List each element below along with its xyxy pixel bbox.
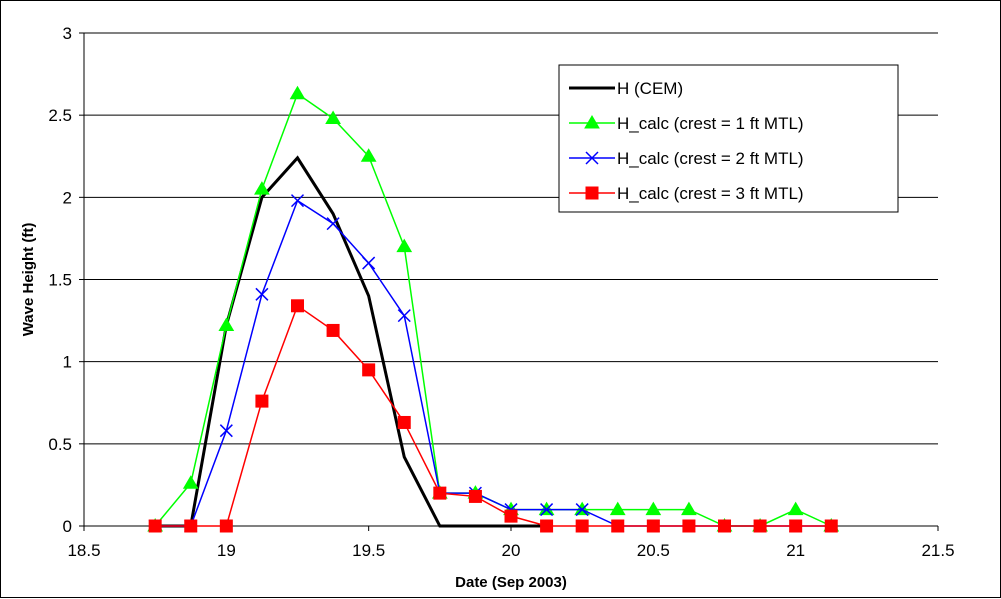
square-marker <box>255 394 269 408</box>
y-tick-label: 0.5 <box>48 435 72 454</box>
legend-item: H_calc (crest = 2 ft MTL) <box>569 149 804 168</box>
triangle-marker <box>396 238 413 253</box>
square-marker <box>646 519 660 533</box>
y-axis-title: Wave Height (ft) <box>20 223 37 337</box>
square-marker <box>468 489 482 503</box>
x-tick-label: 18.5 <box>67 541 100 560</box>
x-marker-stroke <box>575 503 589 517</box>
legend-label: H_calc (crest = 3 ft MTL) <box>617 184 804 203</box>
square-marker <box>682 519 696 533</box>
square-marker <box>585 186 599 200</box>
x-tick-label: 20 <box>502 541 521 560</box>
square-marker <box>753 519 767 533</box>
square-marker <box>326 323 340 337</box>
tick-labels: 0 0.5 1 1.5 2 2.5 3 18.5 19 19.5 20 20.5 21 21.5 <box>48 24 954 560</box>
triangle-marker <box>360 148 377 162</box>
x-marker <box>540 503 554 517</box>
x-marker <box>290 194 305 208</box>
legend-item: H_calc (crest = 3 ft MTL) <box>569 184 804 203</box>
triangle-marker <box>182 475 199 489</box>
triangle-marker <box>218 317 235 332</box>
triangle-marker <box>325 110 341 124</box>
legend: H (CEM) H_calc (crest = 1 ft MTL) H_calc (… <box>558 64 899 213</box>
square-marker <box>362 363 376 377</box>
y-tick-label: 2.5 <box>48 106 72 125</box>
x-axis-title: Date (Sep 2003) <box>455 574 567 591</box>
square-marker <box>291 299 304 313</box>
series-4 <box>148 299 838 533</box>
square-marker <box>184 519 198 533</box>
square-marker <box>575 519 589 533</box>
triangle-marker <box>254 181 270 195</box>
x-marker <box>255 287 269 301</box>
triangle-marker <box>681 501 697 516</box>
series-line <box>155 199 832 527</box>
legend-item: H_calc (crest = 1 ft MTL) <box>569 114 804 133</box>
legend-box <box>558 64 899 213</box>
square-marker <box>433 486 447 500</box>
triangle-marker <box>609 501 626 516</box>
x-marker-stroke <box>255 287 269 301</box>
legend-item: H (CEM) <box>569 79 683 98</box>
square-marker <box>789 519 803 533</box>
x-marker-stroke <box>326 217 340 231</box>
series-1 <box>155 155 547 528</box>
square-marker <box>824 519 838 533</box>
x-marker <box>362 256 376 270</box>
series-line <box>155 304 832 527</box>
x-tick-label: 21 <box>786 541 805 560</box>
y-tick-label: 2 <box>63 188 72 207</box>
square-marker <box>540 519 554 533</box>
x-tick-label: 19 <box>217 541 236 560</box>
gridlines <box>84 32 938 445</box>
y-tick-label: 3 <box>63 24 72 43</box>
x-marker-stroke <box>397 309 411 323</box>
square-marker <box>219 519 233 533</box>
x-marker <box>219 424 233 438</box>
x-marker-stroke <box>290 194 305 208</box>
x-marker <box>575 503 589 517</box>
triangle-marker <box>787 501 804 516</box>
x-tick-label: 21.5 <box>921 541 954 560</box>
legend-label: H_calc (crest = 2 ft MTL) <box>617 149 804 168</box>
x-marker-stroke <box>219 424 233 438</box>
x-marker <box>326 217 340 231</box>
x-marker-stroke <box>585 151 599 165</box>
y-tick-label: 1.5 <box>48 271 72 290</box>
legend-label: H_calc (crest = 1 ft MTL) <box>617 114 804 133</box>
square-marker <box>148 519 162 533</box>
triangle-marker <box>584 115 600 129</box>
triangle-marker <box>645 501 662 516</box>
square-marker <box>504 509 518 523</box>
legend-label: H (CEM) <box>617 79 683 98</box>
x-marker <box>585 151 599 165</box>
triangle-marker <box>289 85 306 100</box>
y-tick-label: 0 <box>63 517 72 536</box>
x-marker <box>397 309 411 323</box>
series-3 <box>148 194 838 533</box>
square-marker <box>718 519 731 533</box>
square-marker <box>611 519 625 533</box>
series-line <box>155 155 547 528</box>
x-marker-stroke <box>540 503 554 517</box>
y-tick-label: 1 <box>63 353 72 372</box>
square-marker <box>397 415 411 429</box>
x-tick-label: 19.5 <box>352 541 385 560</box>
series <box>147 85 840 533</box>
x-tick-label: 20.5 <box>637 541 670 560</box>
x-marker-stroke <box>362 256 376 270</box>
